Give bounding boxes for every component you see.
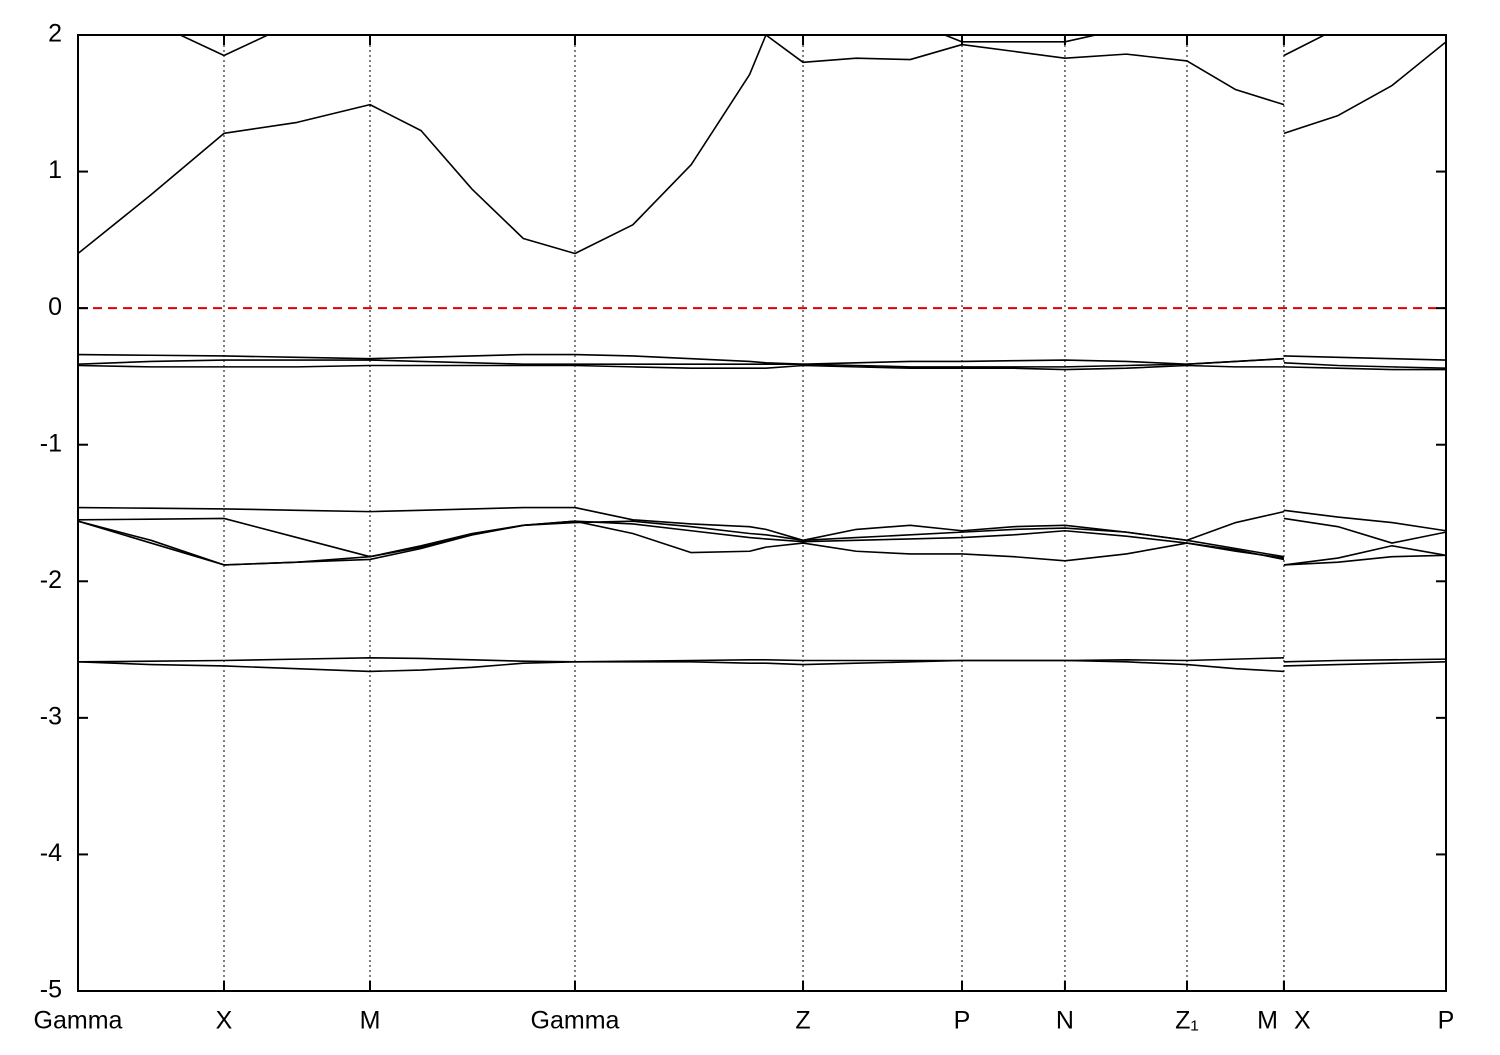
y-tick-label: -4 (40, 839, 62, 867)
band-line (78, 35, 1446, 255)
line-layer (78, 35, 1446, 673)
x-tick-label: Z (795, 1007, 810, 1035)
x-tick-label: M (360, 1007, 381, 1035)
x-tick-label: P (954, 1007, 971, 1035)
y-tick-label: -3 (40, 702, 62, 730)
y-tick-label: 1 (48, 156, 62, 184)
band-line (78, 659, 1446, 673)
band-line (78, 364, 1446, 371)
y-tick-label: -2 (40, 566, 62, 594)
band-line (78, 656, 1446, 663)
band-line (78, 520, 1446, 566)
y-tick-label: 2 (48, 20, 62, 48)
x-tick-label: N (1056, 1007, 1074, 1035)
x-tick-label: X (1294, 1007, 1311, 1035)
x-tick-label: Gamma (34, 1007, 123, 1035)
x-tick-label: P (1438, 1007, 1455, 1035)
x-tick-label: Gamma (531, 1007, 620, 1035)
y-tick-label: 0 (48, 293, 62, 321)
grid-layer (77, 35, 1447, 991)
band-line (78, 520, 1446, 566)
y-tick-label: -1 (40, 429, 62, 457)
x-tick-label: M (1257, 1007, 1278, 1035)
plot-frame (77, 34, 1447, 992)
band-line (78, 357, 1446, 370)
band-line (78, 353, 1446, 365)
x-tick-label: Z₁ (1175, 1007, 1199, 1035)
band-line (78, 517, 1446, 558)
band-line (178, 35, 1327, 57)
y-tick-label: -5 (40, 976, 62, 1004)
band-line (78, 506, 1446, 542)
x-tick-label: X (216, 1007, 233, 1035)
